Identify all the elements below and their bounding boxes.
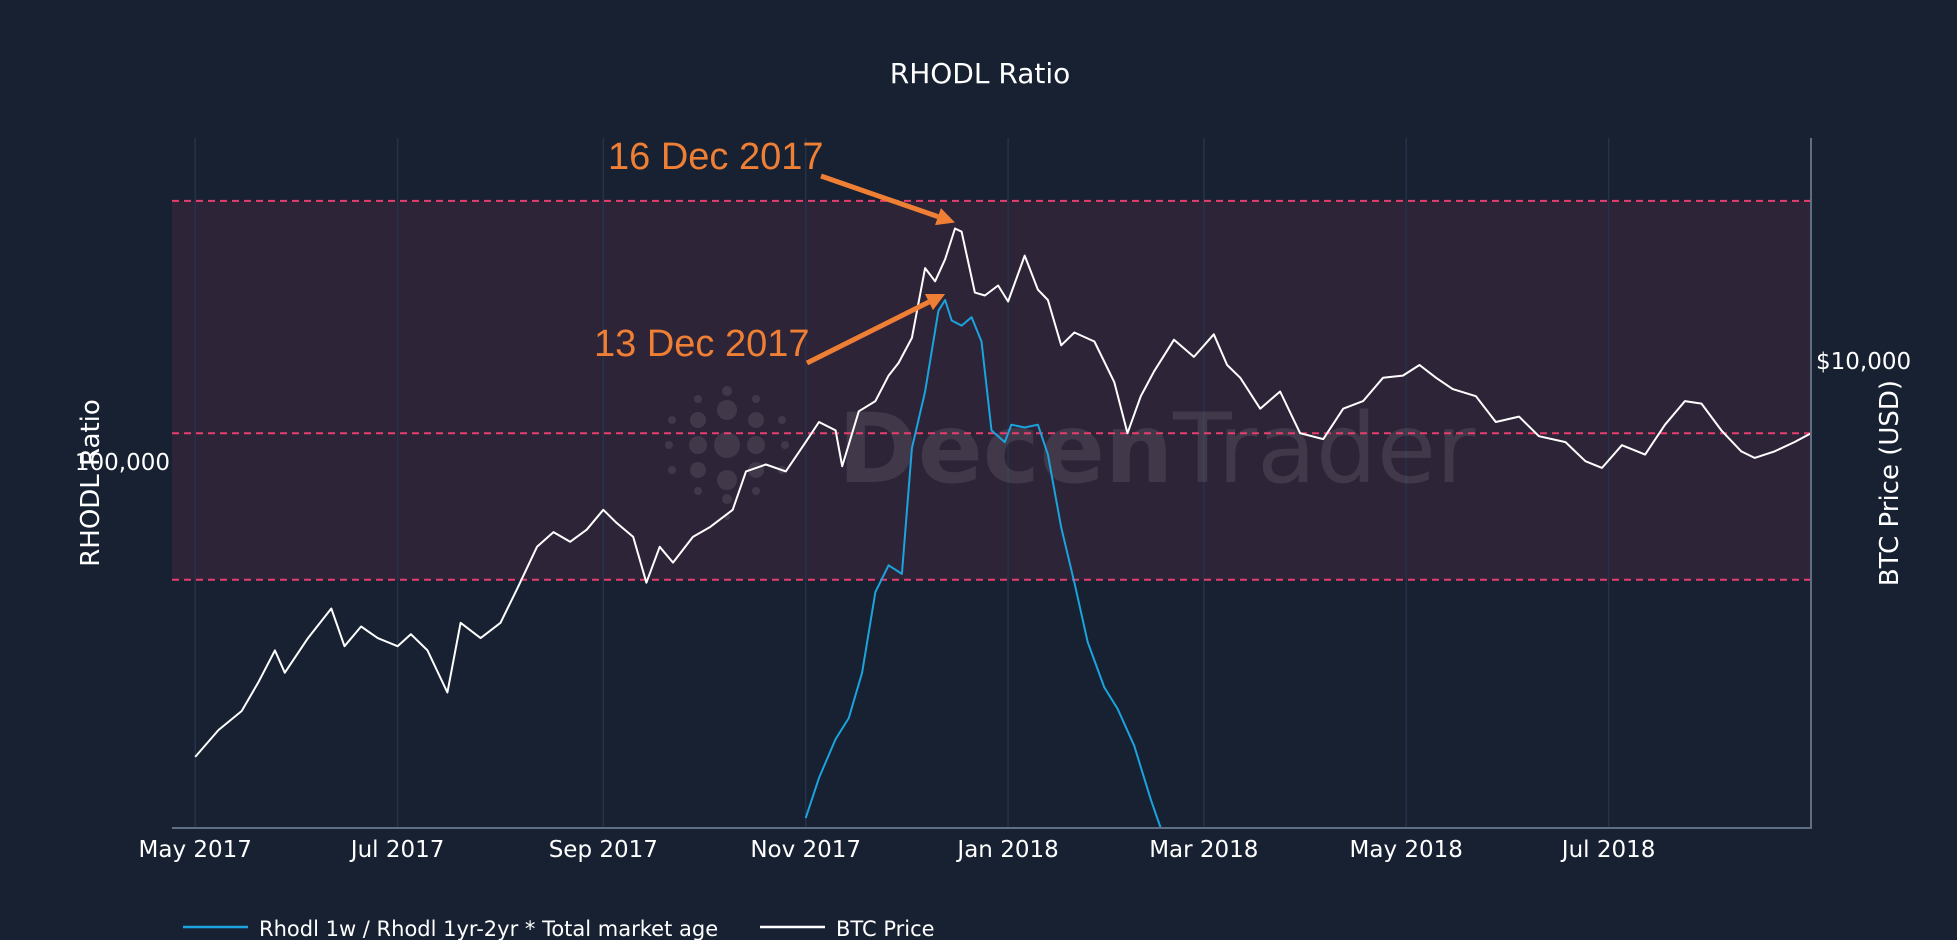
- annotation-label-0: 16 Dec 2017: [608, 136, 824, 178]
- x-tick-label-2: Sep 2017: [549, 837, 658, 863]
- annotation-arrowhead-1: [924, 293, 946, 311]
- x-tick-label-7: Jul 2018: [1560, 837, 1656, 863]
- y-left-tick-label-0: 100,000: [75, 450, 170, 476]
- x-axis-ticks: May 2017 Jul 2017 Sep 2017 Nov 2017 Jan 2018…: [139, 837, 1656, 863]
- y-axis-ticks: 100,000 $10,000: [75, 349, 1911, 476]
- annotation-label-1: 13 Dec 2017: [594, 323, 810, 365]
- x-tick-label-6: May 2018: [1350, 837, 1463, 863]
- x-tick-label-5: Mar 2018: [1149, 837, 1258, 863]
- gridlines: [194, 138, 1610, 828]
- annotation-arrowhead-0: [935, 208, 956, 226]
- annotations: 16 Dec 2017 13 Dec 2017: [594, 136, 956, 366]
- legend-item-rhodl[interactable]: Rhodl 1w / Rhodl 1yr-2yr * Total market …: [183, 917, 718, 940]
- watermark-logo-icon: [665, 386, 789, 520]
- watermark-text-bold: Decen: [838, 393, 1173, 505]
- x-tick-label-4: Jan 2018: [955, 837, 1058, 863]
- threshold-lines: [172, 199, 1811, 581]
- btc-price-series-line: [194, 227, 1812, 758]
- legend-label-btc-price: BTC Price: [836, 917, 935, 940]
- legend-item-btc-price[interactable]: BTC Price: [760, 917, 935, 940]
- left-axis-title: RHODL Ratio: [76, 399, 106, 567]
- annotation-arrow-0: [820, 173, 939, 219]
- decentrader-watermark: DecenTrader: [665, 386, 1476, 520]
- y-right-tick-label-0: $10,000: [1816, 349, 1911, 375]
- rhodl-series-line: [804, 299, 1162, 829]
- legend-label-rhodl: Rhodl 1w / Rhodl 1yr-2yr * Total market …: [259, 917, 718, 940]
- ratio-band-layer: [172, 200, 1811, 580]
- watermark-text-light: Trader: [1172, 393, 1476, 505]
- svg-text:DecenTrader: DecenTrader: [838, 393, 1476, 505]
- chart-title: RHODL Ratio: [890, 57, 1071, 90]
- series-lines: [194, 227, 1812, 829]
- right-axis-title: BTC Price (USD): [1875, 380, 1905, 586]
- shaded-band-0: [172, 200, 1811, 580]
- x-tick-label-3: Nov 2017: [750, 837, 861, 863]
- x-tick-label-1: Jul 2017: [349, 837, 445, 863]
- x-tick-label-0: May 2017: [139, 837, 252, 863]
- annotation-arrow-1: [805, 299, 931, 366]
- legend: Rhodl 1w / Rhodl 1yr-2yr * Total market …: [183, 917, 935, 940]
